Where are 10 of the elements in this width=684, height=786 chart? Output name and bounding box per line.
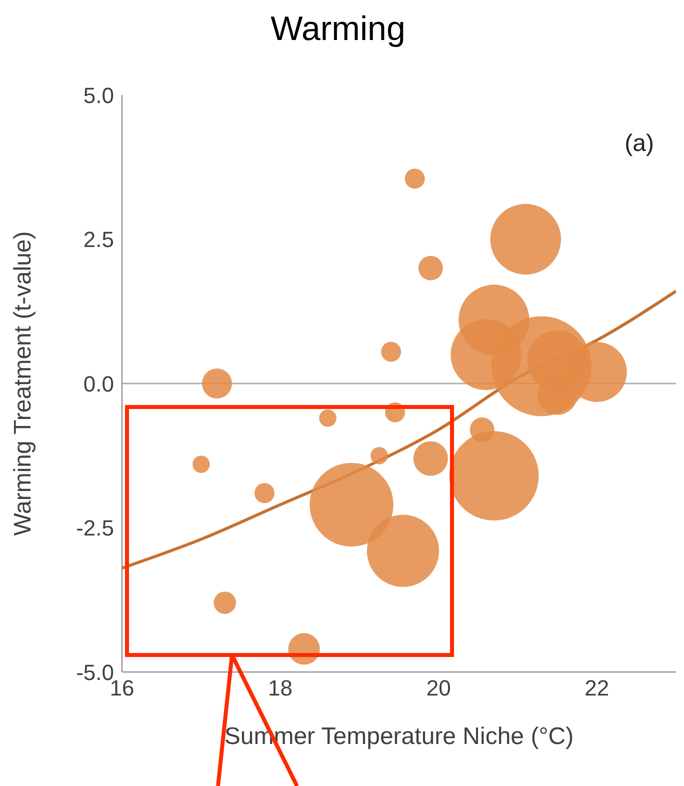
y-tick-label: -2.5 (76, 516, 114, 541)
x-tick-label: 20 (426, 676, 451, 701)
y-tick-label: 5.0 (83, 82, 114, 108)
y-tick-label: 2.5 (83, 227, 114, 252)
y-tick-label: 0.0 (83, 371, 114, 396)
y-axis-title: Warming Treatment (t-value) (10, 231, 37, 536)
annotation: (a) (624, 130, 654, 158)
x-tick-label: 22 (584, 676, 610, 701)
chart-title: Warming (270, 10, 406, 49)
x-tick-label: 18 (268, 676, 293, 701)
